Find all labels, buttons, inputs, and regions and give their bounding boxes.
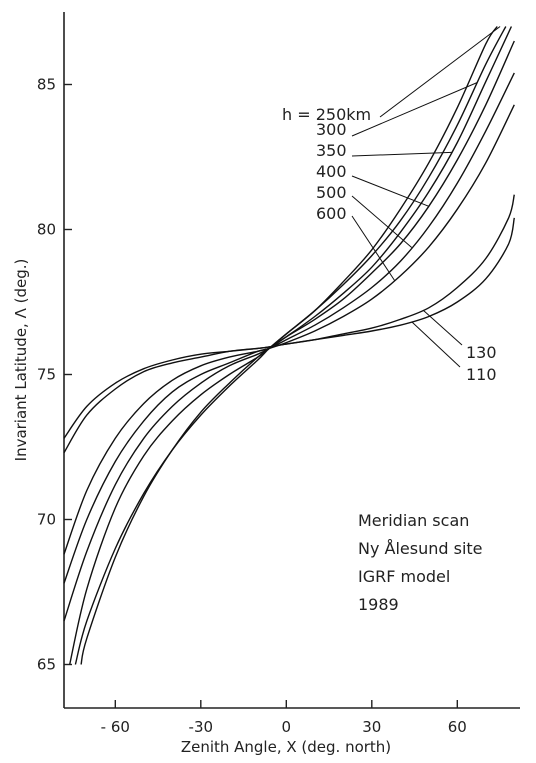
curve-label: 130 xyxy=(466,343,497,362)
curve-label: h = 250km xyxy=(282,105,371,124)
label-leader xyxy=(379,26,501,118)
x-tick-label: 60 xyxy=(448,718,467,736)
curve-600 xyxy=(63,104,515,555)
curves xyxy=(63,26,515,665)
curve-label: 110 xyxy=(466,365,497,384)
y-tick-label: 65 xyxy=(37,656,56,674)
label-leader xyxy=(351,215,396,281)
label-leader xyxy=(351,151,452,157)
label-leader xyxy=(351,175,429,207)
note-line: 1989 xyxy=(358,595,399,614)
label-leaders xyxy=(351,26,501,368)
curve-label: 500 xyxy=(316,183,347,202)
y-tick-label: 85 xyxy=(37,76,56,94)
x-tick-label: 0 xyxy=(282,718,292,736)
curve-label: 350 xyxy=(316,141,347,160)
y-tick-label: 70 xyxy=(37,511,56,529)
y-axis-title: Invariant Latitude, Λ (deg.) xyxy=(12,259,30,462)
label-leader xyxy=(351,195,413,248)
annotation-block: Meridian scan Ny Ålesund site IGRF model… xyxy=(358,511,483,614)
x-axis-title: Zenith Angle, X (deg. north) xyxy=(181,738,391,756)
curve-400 xyxy=(63,40,515,622)
curve-300 xyxy=(80,26,507,665)
label-leader xyxy=(422,309,463,346)
curve-label: 600 xyxy=(316,204,347,223)
curve-label: 400 xyxy=(316,162,347,181)
y-tick-label: 75 xyxy=(37,366,56,384)
curve-130 xyxy=(63,194,515,439)
x-tick-label: 30 xyxy=(362,718,381,736)
x-tick-label: - 60 xyxy=(101,718,130,736)
x-tick-label: -30 xyxy=(189,718,214,736)
y-tick-label: 80 xyxy=(37,221,56,239)
ticks: - 60 -30 0 30 60 65 70 75 80 85 xyxy=(37,76,467,737)
label-leader xyxy=(411,321,461,368)
curve-500 xyxy=(63,72,515,584)
curve-110 xyxy=(63,217,515,454)
note-line: Ny Ålesund site xyxy=(358,539,483,558)
note-line: Meridian scan xyxy=(358,511,469,530)
label-leader xyxy=(351,82,478,137)
curve-label: 300 xyxy=(316,120,347,139)
note-line: IGRF model xyxy=(358,567,450,586)
axes xyxy=(63,12,520,709)
